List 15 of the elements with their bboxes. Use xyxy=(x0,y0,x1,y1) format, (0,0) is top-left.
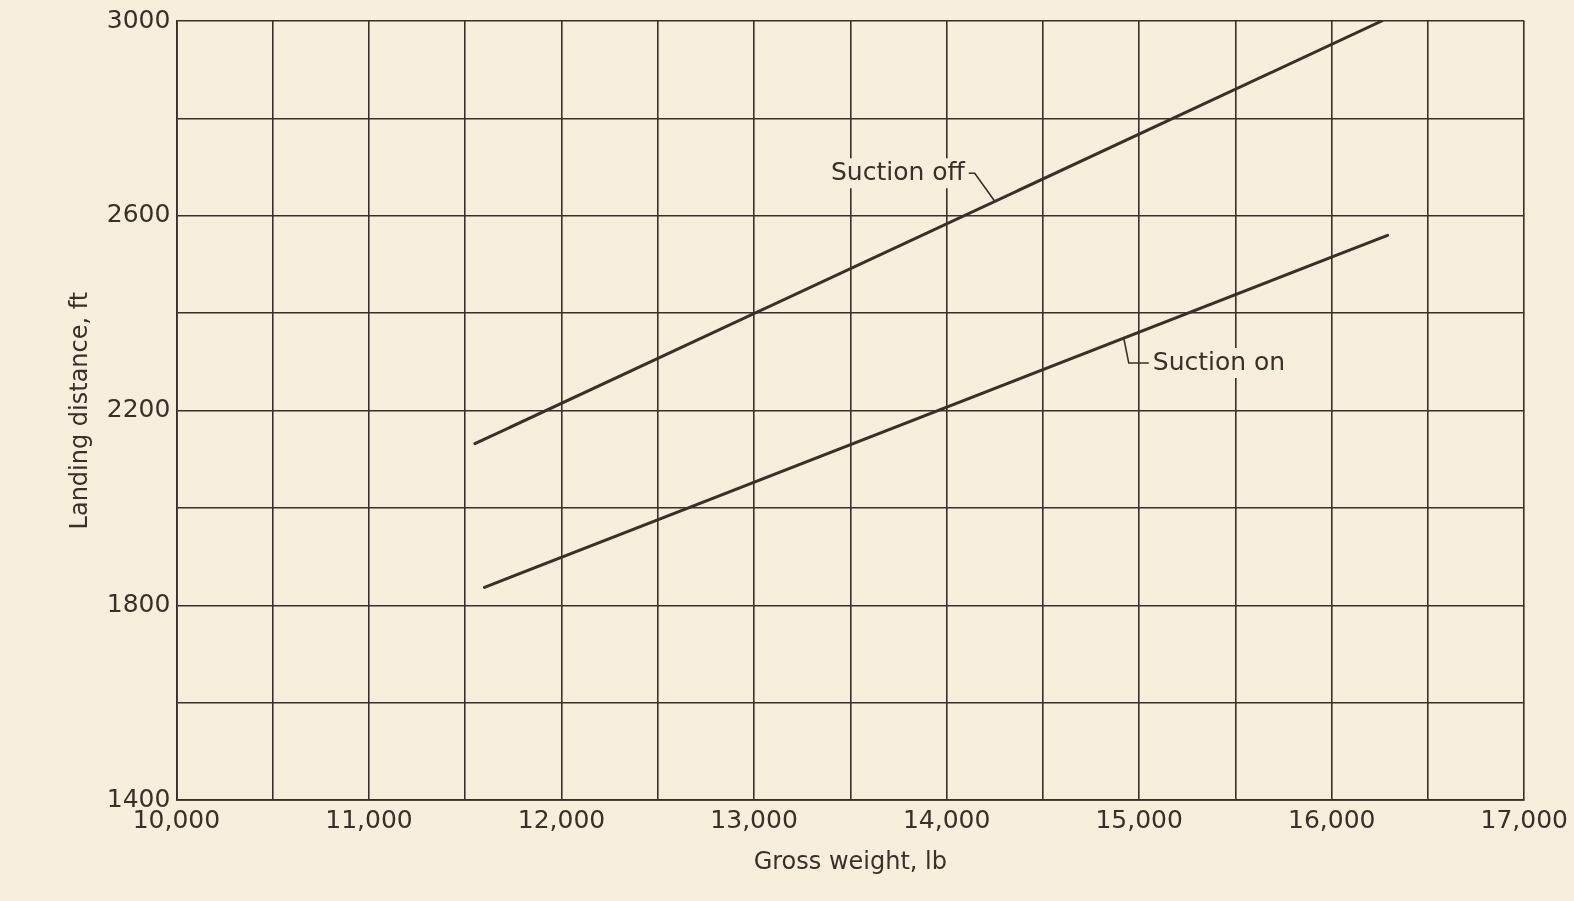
y-tick-label: 2200 xyxy=(106,394,171,424)
x-tick-label: 11,000 xyxy=(325,804,413,834)
y-axis-title: Landing distance, ft xyxy=(64,291,93,530)
x-tick-label: 13,000 xyxy=(710,804,798,834)
annotation: Suction on xyxy=(1152,346,1286,376)
annotation: Suction off xyxy=(830,156,966,186)
y-tick-label: 2600 xyxy=(106,199,171,229)
x-tick-label: 15,000 xyxy=(1095,804,1183,834)
x-tick-label: 16,000 xyxy=(1287,804,1376,834)
x-tick-label: 14,000 xyxy=(902,804,991,834)
x-axis-title: Gross weight, lb xyxy=(753,846,948,875)
x-tick-label: 12,000 xyxy=(517,804,606,834)
y-tick-label: 1800 xyxy=(106,588,171,618)
x-tick-label: 17,000 xyxy=(1480,804,1568,834)
y-tick-label: 3000 xyxy=(106,4,171,34)
